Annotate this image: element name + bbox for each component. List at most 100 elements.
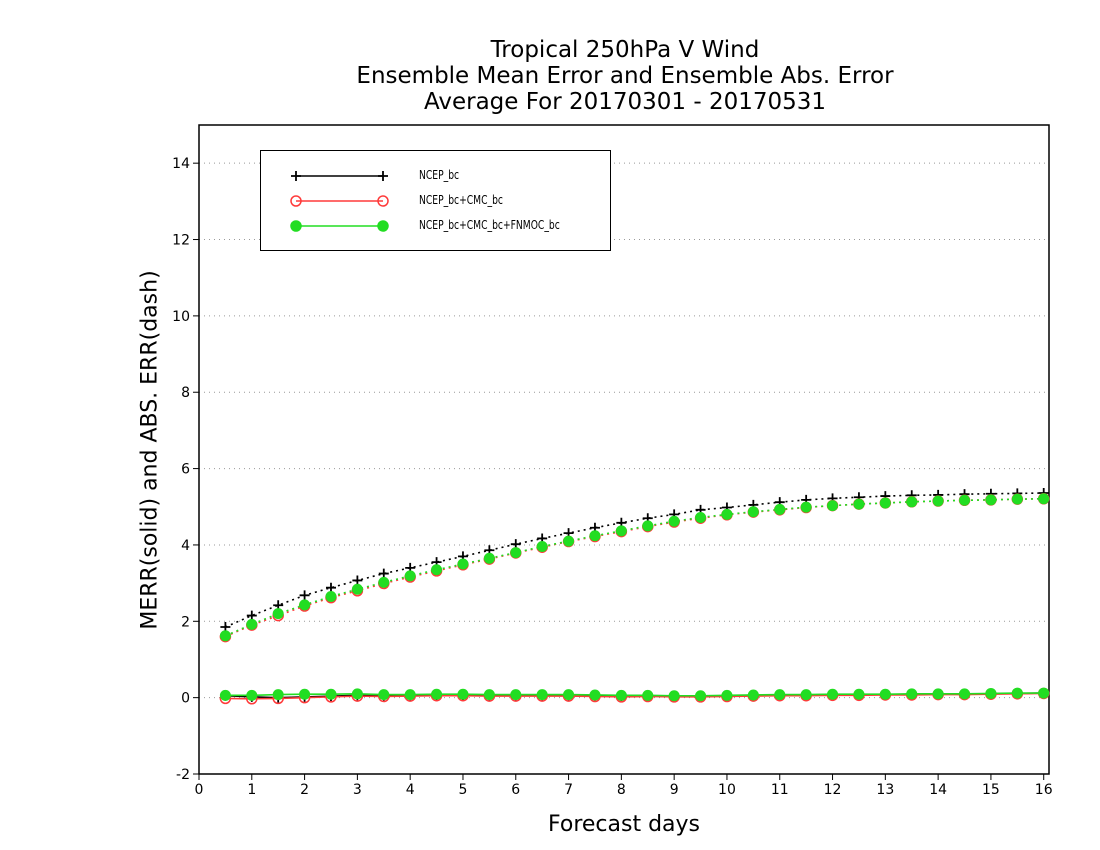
legend-swatch: [290, 195, 389, 207]
x-tick-label: 4: [406, 782, 415, 798]
x-tick-label: 6: [511, 782, 520, 798]
series-mean-err-point: [906, 688, 918, 700]
series-mean-err-point: [378, 689, 390, 701]
series-abs-err-point: [431, 564, 443, 576]
series-mean-err-point: [1011, 687, 1023, 699]
legend-swatch: [291, 171, 388, 181]
y-tick-label: 8: [181, 385, 190, 401]
series-abs-err-point: [299, 590, 310, 601]
series-mean-err-point: [299, 688, 311, 700]
series-mean-err-point: [510, 689, 522, 701]
y-tick-label: 12: [172, 233, 190, 249]
series-abs-err-point: [589, 530, 601, 542]
series-mean-err-point: [642, 689, 654, 701]
y-tick-label: 14: [172, 156, 190, 172]
series-mean-err-point: [536, 689, 548, 701]
x-tick-label: 5: [459, 782, 468, 798]
legend-label: NCEP_bc: [419, 168, 460, 182]
series-abs-err-point: [299, 599, 311, 611]
series-abs-err-point: [483, 552, 495, 564]
x-tick-label: 0: [195, 782, 204, 798]
series-abs-err-line-1: [225, 497, 1044, 638]
series-mean-err-point: [932, 688, 944, 700]
x-tick-label: 10: [718, 782, 736, 798]
series-mean-err-point: [589, 689, 601, 701]
x-tick-label: 15: [982, 782, 1000, 798]
chart-title-line-1: Tropical 250hPa V Wind: [490, 37, 760, 63]
series-abs-err-point: [721, 508, 733, 520]
series-mean-err-point: [404, 689, 416, 701]
series-abs-err-point: [747, 506, 759, 518]
series-abs-err-point: [906, 496, 918, 508]
series-mean-err-point: [800, 689, 812, 701]
series-mean-err-point: [219, 689, 231, 701]
plot-frame: [198, 124, 1050, 775]
x-tick-label: 12: [824, 782, 842, 798]
y-tick-label: 4: [181, 538, 190, 554]
series-mean-err-point: [272, 689, 284, 701]
series-abs-err-point: [325, 590, 337, 602]
series-mean-err-point: [721, 689, 733, 701]
series-mean-err-point: [695, 690, 707, 702]
series-mean-err-point: [985, 687, 997, 699]
series-mean-err-point: [827, 688, 839, 700]
series-abs-err-point: [932, 495, 944, 507]
x-tick-label: 11: [771, 782, 789, 798]
y-tick-label: 0: [181, 691, 190, 707]
legend-label: NCEP_bc+CMC_bc+FNMOC_bc: [419, 218, 560, 232]
series-abs-err-point: [985, 494, 997, 506]
series-abs-err-point: [615, 525, 627, 537]
series-abs-err-point: [246, 618, 258, 630]
x-tick-label: 3: [353, 782, 362, 798]
series-abs-err-point: [800, 501, 812, 513]
series-abs-err-point: [1011, 493, 1023, 505]
series-mean-err-point: [879, 688, 891, 700]
series-abs-err-point: [827, 500, 839, 512]
series-abs-err-point: [879, 497, 891, 509]
series-abs-err-point: [378, 576, 390, 588]
chart-title-line-3: Average For 20170301 - 20170531: [423, 89, 827, 115]
x-tick-label: 8: [617, 782, 626, 798]
series-mean-err-point: [615, 689, 627, 701]
series-mean-err-point: [1038, 687, 1050, 699]
series-mean-err-point: [774, 689, 786, 701]
y-tick-label: 2: [181, 614, 190, 630]
x-tick-label: 14: [929, 782, 947, 798]
series-abs-err-point: [536, 540, 548, 552]
series-abs-err-point: [510, 547, 522, 559]
series-abs-err-point: [404, 570, 416, 582]
series-mean-err-point: [457, 688, 469, 700]
series-mean-err-point: [747, 689, 759, 701]
series-abs-err-point: [457, 558, 469, 570]
series-mean-err-point: [668, 690, 680, 702]
x-axis-label: Forecast days: [547, 812, 701, 837]
series-mean-err-point: [246, 689, 258, 701]
legend-label: NCEP_bc+CMC_bc: [419, 193, 503, 207]
series-abs-err-point: [695, 511, 707, 523]
y-tick-label: -2: [176, 767, 190, 783]
series-mean-err-point: [483, 689, 495, 701]
y-tick-label: 10: [172, 309, 190, 325]
series-abs-err-point: [642, 520, 654, 532]
chart-title-line-2: Ensemble Mean Error and Ensemble Abs. Er…: [356, 63, 894, 89]
series-abs-err-point: [668, 515, 680, 527]
series-abs-err-line-0: [225, 492, 1044, 628]
series-abs-err-point: [272, 608, 284, 620]
y-tick-label: 6: [181, 462, 190, 478]
series-abs-err-point: [219, 630, 231, 642]
x-tick-label: 1: [247, 782, 256, 798]
series-mean-err-point: [853, 688, 865, 700]
series-abs-err-line-2: [225, 497, 1044, 637]
legend: NCEP_bc NCEP_bc+CMC_bc NCEP_bc+CMC_bc+FNMO…: [260, 150, 611, 251]
legend-swatch: [290, 220, 389, 232]
series-mean-err-point: [325, 688, 337, 700]
series-mean-err-point: [351, 688, 363, 700]
series-abs-err-point: [563, 535, 575, 547]
series-mean-err-point: [959, 688, 971, 700]
series-abs-err-point: [351, 583, 363, 595]
series-abs-err-point: [774, 503, 786, 515]
series-mean-err-point: [563, 689, 575, 701]
x-tick-label: 9: [670, 782, 679, 798]
series-abs-err-point: [853, 498, 865, 510]
